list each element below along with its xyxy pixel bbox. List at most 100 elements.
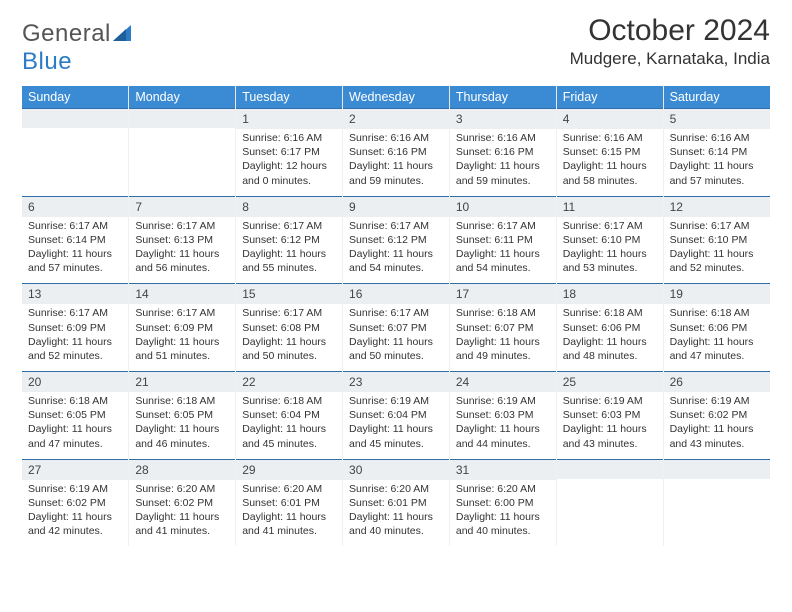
location-subtitle: Mudgere, Karnataka, India	[570, 49, 770, 69]
day-details	[22, 128, 128, 192]
day-number: 18	[557, 283, 663, 304]
day-details: Sunrise: 6:17 AMSunset: 6:10 PMDaylight:…	[557, 217, 663, 284]
calendar-week-row: 1Sunrise: 6:16 AMSunset: 6:17 PMDaylight…	[22, 108, 770, 196]
calendar-week-row: 27Sunrise: 6:19 AMSunset: 6:02 PMDayligh…	[22, 459, 770, 547]
day-details: Sunrise: 6:18 AMSunset: 6:04 PMDaylight:…	[236, 392, 342, 459]
calendar-cell: 16Sunrise: 6:17 AMSunset: 6:07 PMDayligh…	[343, 283, 450, 371]
weekday-wed: Wednesday	[343, 86, 450, 108]
calendar-table: Sunday Monday Tuesday Wednesday Thursday…	[22, 86, 770, 546]
calendar-body: 1Sunrise: 6:16 AMSunset: 6:17 PMDaylight…	[22, 108, 770, 546]
day-number: 7	[129, 196, 235, 217]
day-details: Sunrise: 6:16 AMSunset: 6:17 PMDaylight:…	[236, 129, 342, 196]
calendar-cell: 26Sunrise: 6:19 AMSunset: 6:02 PMDayligh…	[663, 371, 770, 459]
calendar-cell: 19Sunrise: 6:18 AMSunset: 6:06 PMDayligh…	[663, 283, 770, 371]
weekday-tue: Tuesday	[236, 86, 343, 108]
day-number: 15	[236, 283, 342, 304]
calendar-week-row: 20Sunrise: 6:18 AMSunset: 6:05 PMDayligh…	[22, 371, 770, 459]
calendar-week-row: 6Sunrise: 6:17 AMSunset: 6:14 PMDaylight…	[22, 196, 770, 284]
calendar-cell: 6Sunrise: 6:17 AMSunset: 6:14 PMDaylight…	[22, 196, 129, 284]
day-number: 29	[236, 459, 342, 480]
calendar-cell: 3Sunrise: 6:16 AMSunset: 6:16 PMDaylight…	[449, 108, 556, 196]
day-details: Sunrise: 6:17 AMSunset: 6:13 PMDaylight:…	[129, 217, 235, 284]
calendar-cell: 2Sunrise: 6:16 AMSunset: 6:16 PMDaylight…	[343, 108, 450, 196]
day-details: Sunrise: 6:17 AMSunset: 6:11 PMDaylight:…	[450, 217, 556, 284]
day-details: Sunrise: 6:16 AMSunset: 6:16 PMDaylight:…	[343, 129, 449, 196]
day-number: 12	[664, 196, 770, 217]
day-number: 17	[450, 283, 556, 304]
calendar-cell: 27Sunrise: 6:19 AMSunset: 6:02 PMDayligh…	[22, 459, 129, 547]
calendar-week-row: 13Sunrise: 6:17 AMSunset: 6:09 PMDayligh…	[22, 283, 770, 371]
day-number: 2	[343, 108, 449, 129]
day-details: Sunrise: 6:17 AMSunset: 6:12 PMDaylight:…	[236, 217, 342, 284]
day-number: 8	[236, 196, 342, 217]
day-number: 25	[557, 371, 663, 392]
day-number: 30	[343, 459, 449, 480]
day-number: 23	[343, 371, 449, 392]
day-details	[557, 479, 663, 543]
day-number: 28	[129, 459, 235, 480]
sail-icon	[113, 20, 135, 38]
calendar-cell: 29Sunrise: 6:20 AMSunset: 6:01 PMDayligh…	[236, 459, 343, 547]
day-details: Sunrise: 6:18 AMSunset: 6:05 PMDaylight:…	[129, 392, 235, 459]
day-details: Sunrise: 6:16 AMSunset: 6:16 PMDaylight:…	[450, 129, 556, 196]
day-details: Sunrise: 6:17 AMSunset: 6:09 PMDaylight:…	[129, 304, 235, 371]
calendar-cell: 21Sunrise: 6:18 AMSunset: 6:05 PMDayligh…	[129, 371, 236, 459]
day-details: Sunrise: 6:20 AMSunset: 6:01 PMDaylight:…	[236, 480, 342, 547]
weekday-mon: Monday	[129, 86, 236, 108]
day-number: 16	[343, 283, 449, 304]
calendar-cell	[663, 459, 770, 547]
day-details: Sunrise: 6:16 AMSunset: 6:14 PMDaylight:…	[664, 129, 770, 196]
day-details: Sunrise: 6:19 AMSunset: 6:03 PMDaylight:…	[557, 392, 663, 459]
day-number: 14	[129, 283, 235, 304]
day-details: Sunrise: 6:17 AMSunset: 6:14 PMDaylight:…	[22, 217, 128, 284]
calendar-cell: 15Sunrise: 6:17 AMSunset: 6:08 PMDayligh…	[236, 283, 343, 371]
day-number: 13	[22, 283, 128, 304]
calendar-cell: 8Sunrise: 6:17 AMSunset: 6:12 PMDaylight…	[236, 196, 343, 284]
calendar-cell: 20Sunrise: 6:18 AMSunset: 6:05 PMDayligh…	[22, 371, 129, 459]
calendar-cell: 17Sunrise: 6:18 AMSunset: 6:07 PMDayligh…	[449, 283, 556, 371]
logo-text: General Blue	[22, 20, 135, 76]
calendar-cell: 13Sunrise: 6:17 AMSunset: 6:09 PMDayligh…	[22, 283, 129, 371]
calendar-cell	[556, 459, 663, 547]
day-details: Sunrise: 6:19 AMSunset: 6:02 PMDaylight:…	[664, 392, 770, 459]
day-number: 1	[236, 108, 342, 129]
day-details: Sunrise: 6:20 AMSunset: 6:02 PMDaylight:…	[129, 480, 235, 547]
calendar-cell: 1Sunrise: 6:16 AMSunset: 6:17 PMDaylight…	[236, 108, 343, 196]
day-number: 24	[450, 371, 556, 392]
weekday-fri: Friday	[556, 86, 663, 108]
calendar-cell: 11Sunrise: 6:17 AMSunset: 6:10 PMDayligh…	[556, 196, 663, 284]
day-number: 10	[450, 196, 556, 217]
weekday-header-row: Sunday Monday Tuesday Wednesday Thursday…	[22, 86, 770, 108]
day-number	[664, 459, 770, 479]
day-number: 3	[450, 108, 556, 129]
day-details: Sunrise: 6:20 AMSunset: 6:00 PMDaylight:…	[450, 480, 556, 547]
calendar-cell: 5Sunrise: 6:16 AMSunset: 6:14 PMDaylight…	[663, 108, 770, 196]
calendar-cell: 31Sunrise: 6:20 AMSunset: 6:00 PMDayligh…	[449, 459, 556, 547]
logo-word1: General	[22, 20, 111, 47]
calendar-cell: 10Sunrise: 6:17 AMSunset: 6:11 PMDayligh…	[449, 196, 556, 284]
weekday-thu: Thursday	[449, 86, 556, 108]
day-number: 6	[22, 196, 128, 217]
day-details: Sunrise: 6:17 AMSunset: 6:08 PMDaylight:…	[236, 304, 342, 371]
day-details: Sunrise: 6:17 AMSunset: 6:12 PMDaylight:…	[343, 217, 449, 284]
header-row: General Blue October 2024 Mudgere, Karna…	[22, 14, 770, 76]
day-number: 27	[22, 459, 128, 480]
calendar-cell	[129, 108, 236, 196]
day-number: 4	[557, 108, 663, 129]
day-details: Sunrise: 6:18 AMSunset: 6:07 PMDaylight:…	[450, 304, 556, 371]
day-details	[129, 128, 235, 192]
day-number: 31	[450, 459, 556, 480]
calendar-cell: 28Sunrise: 6:20 AMSunset: 6:02 PMDayligh…	[129, 459, 236, 547]
weekday-sat: Saturday	[663, 86, 770, 108]
day-number	[557, 459, 663, 479]
calendar-cell: 23Sunrise: 6:19 AMSunset: 6:04 PMDayligh…	[343, 371, 450, 459]
day-number: 21	[129, 371, 235, 392]
day-details: Sunrise: 6:20 AMSunset: 6:01 PMDaylight:…	[343, 480, 449, 547]
weekday-sun: Sunday	[22, 86, 129, 108]
day-details: Sunrise: 6:18 AMSunset: 6:05 PMDaylight:…	[22, 392, 128, 459]
day-number: 22	[236, 371, 342, 392]
day-details: Sunrise: 6:18 AMSunset: 6:06 PMDaylight:…	[557, 304, 663, 371]
calendar-cell: 12Sunrise: 6:17 AMSunset: 6:10 PMDayligh…	[663, 196, 770, 284]
day-details: Sunrise: 6:19 AMSunset: 6:02 PMDaylight:…	[22, 480, 128, 547]
day-details	[664, 479, 770, 543]
